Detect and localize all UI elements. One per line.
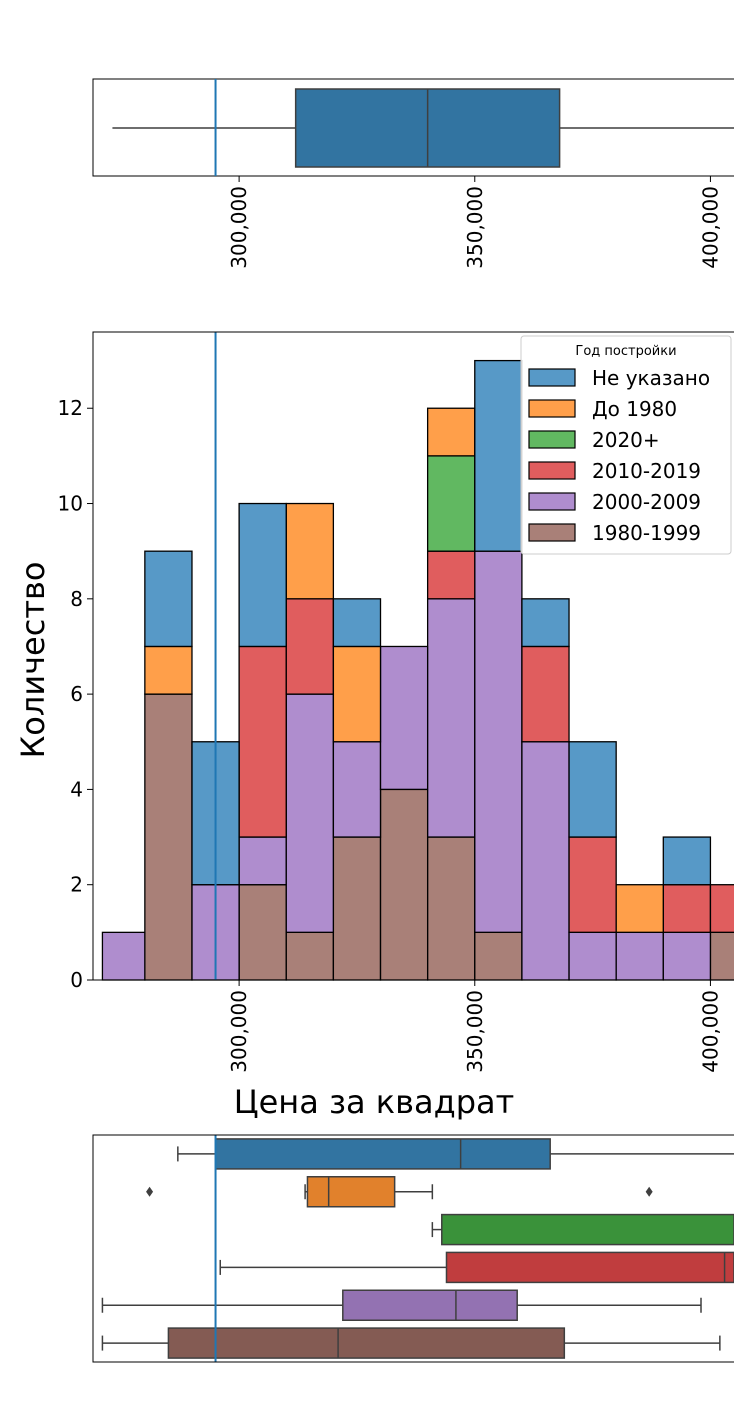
legend-entry-label: 2000-2009 (592, 490, 701, 514)
x-axis-label: Цена за квадрат (234, 1083, 515, 1121)
top-boxplot-panel: 300,000 350,000 400,000 (92, 78, 734, 269)
histogram-bar (238, 645, 287, 838)
histogram-bar (332, 645, 382, 743)
legend-title: Год постройки (575, 344, 676, 359)
histogram-bar (285, 502, 335, 600)
histogram-bar (662, 931, 712, 981)
histogram-bar (285, 598, 335, 695)
top-x-tick-label: 400,000 (698, 186, 722, 269)
histogram-bar (426, 836, 476, 981)
hist-x-tick-label: 400,000 (698, 990, 722, 1073)
top-boxplot-frame (92, 78, 734, 177)
legend-entry-label: 1980-1999 (592, 521, 701, 545)
histogram-bar (426, 550, 476, 600)
hist-y-tick-label: 8 (70, 587, 83, 611)
histogram-bar (144, 693, 193, 981)
grouped-boxplot-panel (92, 1134, 734, 1363)
histogram-bar (521, 645, 570, 743)
histogram-bar (474, 550, 523, 934)
box-body (167, 1327, 566, 1359)
histogram-bars (101, 359, 734, 981)
histogram-bar (426, 455, 476, 552)
hist-y-tick-label: 2 (70, 873, 83, 897)
histogram-bar (568, 836, 617, 934)
histogram-bar (238, 836, 287, 886)
histogram-bar (568, 931, 617, 981)
grouped-boxplot-frame (92, 1134, 734, 1363)
hist-y-tick-label: 0 (70, 968, 83, 992)
legend-entry-label: До 1980 (592, 397, 677, 421)
histogram-bar (662, 884, 712, 934)
legend-entry-label: 2020+ (592, 428, 660, 452)
histogram-bar (662, 836, 712, 886)
histogram-bar (379, 788, 429, 981)
histogram-bar (568, 741, 617, 838)
histogram-bar (332, 598, 382, 648)
histogram-bar (238, 502, 287, 648)
legend-swatch (528, 368, 576, 387)
y-axis-label: Количество (14, 562, 52, 759)
box-outlier-marker (645, 1186, 653, 1197)
histogram-bar (709, 931, 734, 981)
histogram-bar (285, 693, 335, 934)
hist-x-tick-label: 300,000 (227, 990, 251, 1073)
histogram-bar (238, 884, 287, 981)
histogram-bar (101, 931, 146, 981)
box-body (445, 1251, 734, 1284)
histogram-bar (615, 884, 664, 934)
legend-entry-label: Не указано (592, 366, 710, 390)
box-body (441, 1213, 734, 1246)
histogram-bar (144, 550, 193, 648)
top-x-tick-label: 350,000 (463, 186, 487, 269)
histogram-bar (709, 884, 734, 934)
histogram-y-axis-ticks: 0 2 4 6 8 10 12 (58, 396, 93, 992)
top-x-axis-ticks: 300,000 350,000 400,000 (227, 176, 722, 269)
hist-y-tick-label: 10 (58, 492, 83, 516)
legend-entry-label: 2010-2019 (592, 459, 701, 483)
legend-swatch (528, 399, 576, 418)
legend-swatch (528, 492, 576, 511)
legend-swatch (528, 430, 576, 449)
box-body (214, 1138, 551, 1170)
histogram-bar (379, 645, 429, 791)
hist-x-tick-label: 350,000 (463, 990, 487, 1073)
legend-swatch (528, 523, 576, 542)
histogram-x-axis-ticks: 300,000 350,000 400,000 (227, 980, 722, 1073)
histogram-bar (615, 931, 664, 981)
histogram-bar (474, 359, 523, 552)
legend-swatch (528, 461, 576, 480)
histogram-panel: 300,000 350,000 400,000 0 2 4 6 8 10 12 Цена за … (14, 331, 734, 1121)
box-body (306, 1176, 396, 1208)
histogram-bar (426, 598, 476, 838)
histogram-bar (332, 741, 382, 838)
histogram-frame (92, 331, 734, 981)
histogram-bar (144, 645, 193, 695)
histogram-bar (521, 598, 570, 648)
histogram-bar (332, 836, 382, 981)
histogram-bar (474, 931, 523, 981)
hist-y-tick-label: 6 (70, 682, 83, 706)
top-x-tick-label: 300,000 (227, 186, 251, 269)
histogram-bar (521, 741, 570, 981)
hist-y-tick-label: 12 (58, 396, 83, 420)
box-body (342, 1289, 518, 1321)
hist-y-tick-label: 4 (70, 777, 83, 801)
histogram-bar (426, 407, 476, 457)
legend: Год постройки Не указано До 1980 2020+ 2010… (520, 335, 732, 555)
histogram-bar (285, 931, 335, 981)
box-outlier-marker (146, 1186, 154, 1197)
